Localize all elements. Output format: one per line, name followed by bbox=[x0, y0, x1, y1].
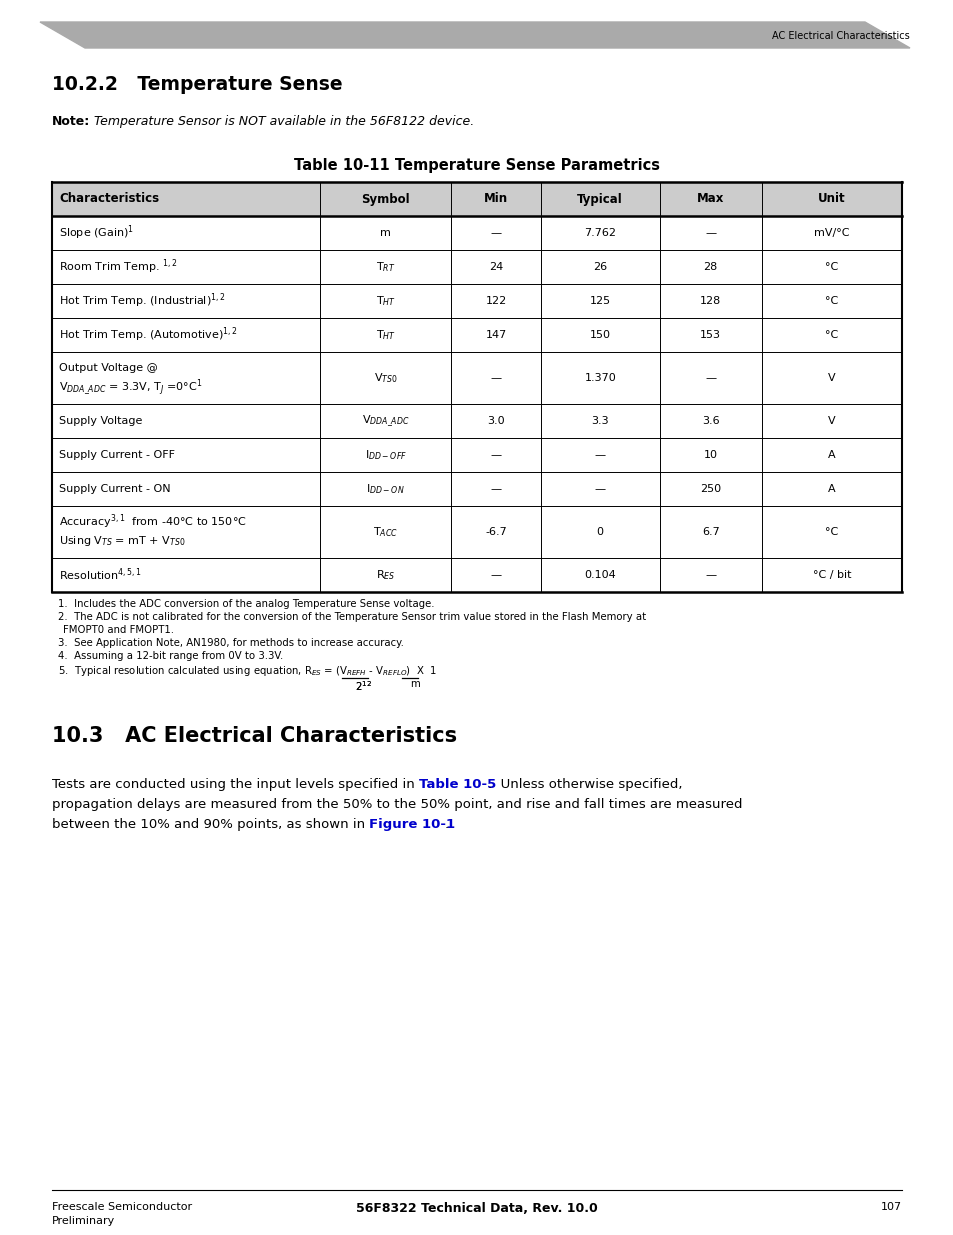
Text: 3.6: 3.6 bbox=[701, 416, 719, 426]
Text: FMOPT0 and FMOPT1.: FMOPT0 and FMOPT1. bbox=[63, 625, 173, 635]
Text: 3.3: 3.3 bbox=[591, 416, 608, 426]
Text: 10.2.2   Temperature Sense: 10.2.2 Temperature Sense bbox=[52, 75, 342, 94]
Text: Figure 10-1: Figure 10-1 bbox=[369, 818, 455, 831]
Text: Min: Min bbox=[483, 193, 508, 205]
Text: Characteristics: Characteristics bbox=[59, 193, 159, 205]
Text: 0: 0 bbox=[597, 527, 603, 537]
Text: 1.370: 1.370 bbox=[584, 373, 616, 383]
Text: —: — bbox=[490, 228, 501, 238]
Text: Output Voltage @: Output Voltage @ bbox=[59, 363, 157, 373]
Text: Supply Current - ON: Supply Current - ON bbox=[59, 484, 171, 494]
Text: Table 10-11 Temperature Sense Parametrics: Table 10-11 Temperature Sense Parametric… bbox=[294, 158, 659, 173]
Text: propagation delays are measured from the 50% to the 50% point, and rise and fall: propagation delays are measured from the… bbox=[52, 798, 741, 811]
Bar bbox=[52, 182, 901, 216]
Text: 250: 250 bbox=[700, 484, 720, 494]
Text: 153: 153 bbox=[700, 330, 720, 340]
Text: 125: 125 bbox=[589, 296, 610, 306]
Text: —: — bbox=[704, 228, 716, 238]
Text: 1.  Includes the ADC conversion of the analog Temperature Sense voltage.: 1. Includes the ADC conversion of the an… bbox=[58, 599, 434, 609]
Text: Supply Voltage: Supply Voltage bbox=[59, 416, 142, 426]
Text: R$_{ES}$: R$_{ES}$ bbox=[375, 568, 395, 582]
Text: T$_{HT}$: T$_{HT}$ bbox=[375, 329, 395, 342]
Text: T$_{ACC}$: T$_{ACC}$ bbox=[373, 525, 397, 538]
Text: m: m bbox=[380, 228, 391, 238]
Text: °C / bit: °C / bit bbox=[812, 571, 850, 580]
Text: .  Unless otherwise specified,: . Unless otherwise specified, bbox=[487, 778, 681, 790]
Text: Unit: Unit bbox=[818, 193, 844, 205]
Text: Temperature Sensor is NOT available in the 56F8122 device.: Temperature Sensor is NOT available in t… bbox=[90, 115, 474, 128]
Text: —: — bbox=[594, 484, 605, 494]
Text: V$_{TS0}$: V$_{TS0}$ bbox=[374, 370, 397, 385]
Text: 3.  See Application Note, AN1980, for methods to increase accuracy.: 3. See Application Note, AN1980, for met… bbox=[58, 638, 403, 648]
Text: Using V$_{TS}$ = mT + V$_{TS0}$: Using V$_{TS}$ = mT + V$_{TS0}$ bbox=[59, 535, 186, 548]
Text: V: V bbox=[827, 373, 835, 383]
Text: Symbol: Symbol bbox=[361, 193, 410, 205]
Text: Accuracy$^{3,1}$  from -40°C to 150°C: Accuracy$^{3,1}$ from -40°C to 150°C bbox=[59, 513, 247, 531]
Text: -6.7: -6.7 bbox=[485, 527, 506, 537]
Text: Resolution$^{4, 5,1}$: Resolution$^{4, 5,1}$ bbox=[59, 567, 142, 583]
Text: °C: °C bbox=[824, 330, 838, 340]
Text: 2.  The ADC is not calibrated for the conversion of the Temperature Sensor trim : 2. The ADC is not calibrated for the con… bbox=[58, 613, 645, 622]
Text: Table 10-5: Table 10-5 bbox=[418, 778, 496, 790]
Text: Note:: Note: bbox=[52, 115, 91, 128]
Text: A: A bbox=[827, 484, 835, 494]
Text: 24: 24 bbox=[489, 262, 503, 272]
Text: T$_{RT}$: T$_{RT}$ bbox=[375, 261, 395, 274]
Text: 2$^{12}$: 2$^{12}$ bbox=[355, 679, 372, 693]
Text: 0.104: 0.104 bbox=[584, 571, 616, 580]
Text: between the 10% and 90% points, as shown in: between the 10% and 90% points, as shown… bbox=[52, 818, 369, 831]
Text: —: — bbox=[490, 373, 501, 383]
Text: AC Electrical Characteristics: AC Electrical Characteristics bbox=[771, 31, 909, 41]
Text: 4.  Assuming a 12-bit range from 0V to 3.3V.: 4. Assuming a 12-bit range from 0V to 3.… bbox=[58, 651, 283, 661]
Text: T$_{HT}$: T$_{HT}$ bbox=[375, 294, 395, 308]
Text: —: — bbox=[490, 450, 501, 459]
Text: 26: 26 bbox=[593, 262, 607, 272]
Text: —: — bbox=[704, 571, 716, 580]
Text: Room Trim Temp. $^{1, 2}$: Room Trim Temp. $^{1, 2}$ bbox=[59, 258, 177, 277]
Text: 150: 150 bbox=[589, 330, 610, 340]
Text: 122: 122 bbox=[485, 296, 506, 306]
Text: I$_{DD-ON}$: I$_{DD-ON}$ bbox=[366, 482, 404, 496]
Text: 3.0: 3.0 bbox=[487, 416, 504, 426]
Text: Slope (Gain)$^1$: Slope (Gain)$^1$ bbox=[59, 224, 133, 242]
Text: 6.7: 6.7 bbox=[701, 527, 719, 537]
Text: .: . bbox=[444, 818, 448, 831]
Text: V: V bbox=[827, 416, 835, 426]
Text: 5.  Typical resolution calculated using equation, R$_{ES}$ = (V$_{REFH}$ - V$_{R: 5. Typical resolution calculated using e… bbox=[58, 664, 436, 678]
Polygon shape bbox=[40, 22, 909, 48]
Text: Typical: Typical bbox=[577, 193, 622, 205]
Text: 10: 10 bbox=[703, 450, 717, 459]
Text: 2$^{12}$: 2$^{12}$ bbox=[355, 679, 372, 693]
Text: Max: Max bbox=[697, 193, 723, 205]
Text: Hot Trim Temp. (Industrial)$^{1,2}$: Hot Trim Temp. (Industrial)$^{1,2}$ bbox=[59, 291, 225, 310]
Text: 56F8322 Technical Data, Rev. 10.0: 56F8322 Technical Data, Rev. 10.0 bbox=[355, 1202, 598, 1215]
Text: V$_{DDA\_ADC}$ = 3.3V, T$_J$ =0°C$^1$: V$_{DDA\_ADC}$ = 3.3V, T$_J$ =0°C$^1$ bbox=[59, 377, 202, 398]
Text: 10.3   AC Electrical Characteristics: 10.3 AC Electrical Characteristics bbox=[52, 726, 456, 746]
Text: 147: 147 bbox=[485, 330, 506, 340]
Text: 128: 128 bbox=[700, 296, 720, 306]
Text: °C: °C bbox=[824, 527, 838, 537]
Text: Tests are conducted using the input levels specified in: Tests are conducted using the input leve… bbox=[52, 778, 418, 790]
Text: —: — bbox=[490, 571, 501, 580]
Text: °C: °C bbox=[824, 296, 838, 306]
Text: Preliminary: Preliminary bbox=[52, 1216, 115, 1226]
Text: —: — bbox=[490, 484, 501, 494]
Text: Hot Trim Temp. (Automotive)$^{1,2}$: Hot Trim Temp. (Automotive)$^{1,2}$ bbox=[59, 326, 237, 345]
Text: V$_{DDA\_ADC}$: V$_{DDA\_ADC}$ bbox=[361, 414, 409, 429]
Text: —: — bbox=[594, 450, 605, 459]
Text: mV/°C: mV/°C bbox=[813, 228, 849, 238]
Text: A: A bbox=[827, 450, 835, 459]
Text: —: — bbox=[704, 373, 716, 383]
Text: m: m bbox=[410, 679, 419, 689]
Text: I$_{DD-OFF}$: I$_{DD-OFF}$ bbox=[364, 448, 406, 462]
Text: Supply Current - OFF: Supply Current - OFF bbox=[59, 450, 174, 459]
Text: °C: °C bbox=[824, 262, 838, 272]
Text: 28: 28 bbox=[703, 262, 717, 272]
Text: Freescale Semiconductor: Freescale Semiconductor bbox=[52, 1202, 192, 1212]
Text: 107: 107 bbox=[880, 1202, 901, 1212]
Text: 7.762: 7.762 bbox=[583, 228, 616, 238]
